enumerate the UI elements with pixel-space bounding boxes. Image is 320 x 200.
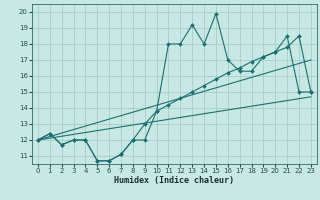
X-axis label: Humidex (Indice chaleur): Humidex (Indice chaleur) — [115, 176, 234, 185]
